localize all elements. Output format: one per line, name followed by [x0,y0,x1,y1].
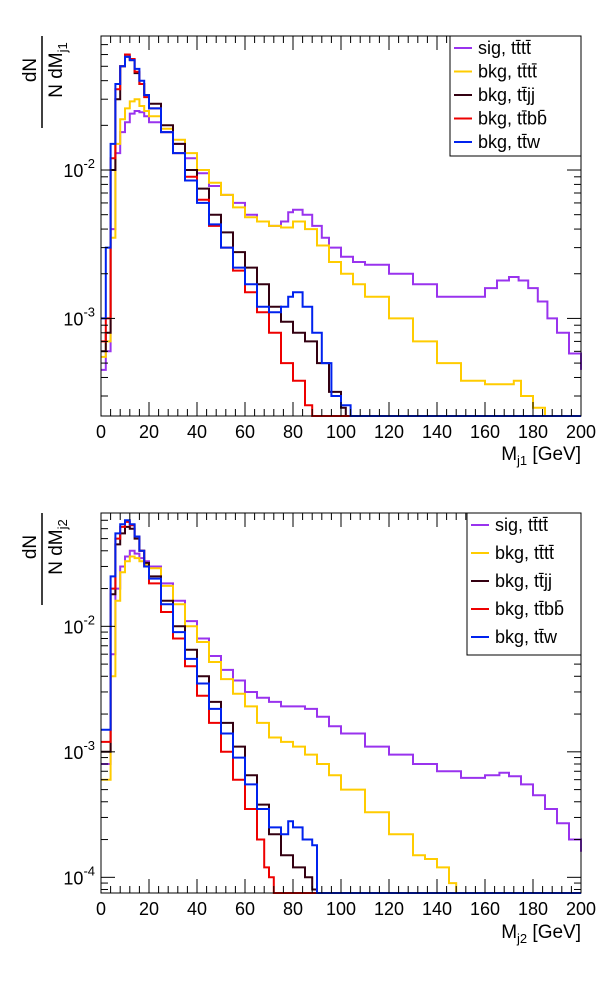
y-axis-title: dN N dMj2 [20,513,70,605]
legend-box [466,512,582,656]
x-tick-label: 100 [326,899,356,919]
x-tick-label: 60 [235,899,255,919]
y-axis: 10-2 10-3 [63,35,581,397]
legend-entry-3: bkg, tt̄jj [478,85,535,105]
legend-entry-2: bkg, tt̄tt̄ [495,543,554,563]
x-tick-label: 0 [96,899,106,919]
y-title-denominator: N dMj2 [46,519,70,575]
x-tick-label: 180 [518,899,548,919]
legend-entry-4: bkg, tt̄bb̄ [495,599,564,619]
x-tick-label: 100 [326,422,356,442]
legend-entry-5: bkg, tt̄w [495,627,558,647]
x-tick-label: 80 [283,422,303,442]
x-tick-label: 200 [566,422,596,442]
legend-entry-3: bkg, tt̄jj [495,571,552,591]
y-title-numerator: dN [20,535,41,559]
y-axis-title: dN N dMj1 [20,36,70,128]
y-title-denominator: N dMj1 [46,42,70,98]
x-tick-label: 80 [283,899,303,919]
x-tick-label: 40 [187,899,207,919]
x-tick-label: 140 [422,899,452,919]
x-tick-label: 160 [470,422,500,442]
y-tick-label: 10-2 [63,156,95,181]
series-line-5 [101,519,581,894]
y-tick-label: 10-3 [63,738,95,763]
x-tick-label: 40 [187,422,207,442]
legend-entry-2: bkg, tt̄tt̄ [478,62,537,82]
legend-entry-4: bkg, tt̄bb̄ [478,109,547,129]
series-line-3 [101,525,581,894]
x-tick-label: 180 [518,422,548,442]
series-line-1 [101,549,582,852]
x-axis-title: Mj2 [GeV] [501,922,581,946]
x-axis: 0 20 40 60 80 100 120 140 160 180 200 [96,36,596,442]
plot-area [101,53,582,417]
x-axis-title: Mj1 [GeV] [501,444,581,468]
x-tick-label: 200 [566,899,596,919]
chart-panel-2: 0 20 40 60 80 100 120 140 160 180 200 10-2 10-3 10-4 M… [20,512,596,946]
plot-area [101,519,582,894]
y-tick-label: 10-3 [63,304,95,329]
x-tick-label: 160 [470,899,500,919]
series-line-2 [101,98,581,417]
legend-entry-1: sig, tt̄tt̄ [495,515,548,535]
x-tick-label: 120 [374,422,404,442]
y-tick-label: 10-2 [63,612,95,637]
y-title-numerator: dN [20,58,41,82]
x-tick-label: 60 [235,422,255,442]
series-line-2 [101,555,581,894]
legend: sig, tt̄tt̄ bkg, tt̄tt̄ bkg, tt̄jj bkg, tt̄… [449,35,582,157]
x-tick-label: 20 [139,899,159,919]
y-tick-label: 10-4 [63,863,95,888]
legend: sig, tt̄tt̄ bkg, tt̄tt̄ bkg, tt̄jj bkg, tt̄… [466,512,582,656]
legend-entry-5: bkg, tt̄w [478,132,541,152]
x-tick-label: 120 [374,899,404,919]
x-tick-label: 140 [422,422,452,442]
x-tick-label: 0 [96,422,106,442]
x-tick-label: 20 [139,422,159,442]
series-line-1 [101,110,582,371]
chart-panel-1: 0 20 40 60 80 100 120 140 160 180 200 10-2 10-3 Mj1 [… [20,35,596,468]
series-line-5 [101,55,581,417]
legend-entry-1: sig, tt̄tt̄ [478,38,531,58]
